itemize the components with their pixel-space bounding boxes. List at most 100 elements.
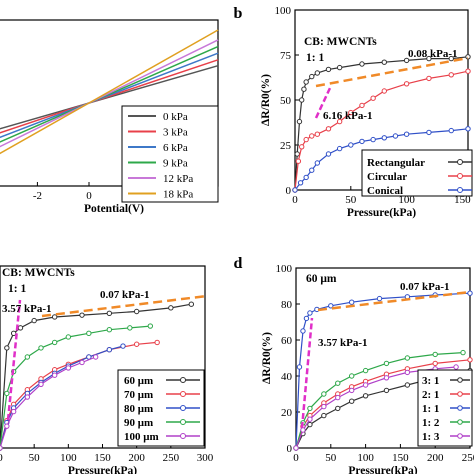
x-tick-label: 300 — [197, 452, 214, 464]
data-point — [403, 57, 410, 64]
data-point — [301, 86, 307, 92]
data-point — [370, 95, 376, 101]
data-point — [348, 109, 354, 116]
y-tick-label: 100 — [276, 263, 293, 275]
x-tick-label: 50 — [29, 452, 41, 464]
data-point — [10, 408, 17, 415]
data-point — [4, 423, 10, 429]
data-point — [24, 394, 31, 400]
y-tick-label: 0 — [287, 443, 293, 455]
y-tick-label: 50 — [280, 95, 292, 107]
data-point — [448, 127, 454, 134]
x-tick-label: 50 — [345, 194, 357, 206]
data-point — [359, 61, 365, 67]
legend: 3: 1 2: 1 1: 1 1: 2 1: 3 — [417, 369, 473, 447]
legend-label: Conical — [367, 185, 403, 197]
data-point — [362, 382, 369, 388]
data-point — [4, 390, 10, 397]
data-point — [426, 55, 432, 62]
legend-marker — [457, 391, 463, 397]
data-point — [303, 315, 310, 322]
data-point — [298, 144, 305, 150]
data-point — [325, 66, 332, 73]
data-point — [295, 158, 302, 164]
slope-annotation: 3.57 kPa-1 — [2, 303, 52, 315]
x-tick-label: 100 — [357, 452, 374, 464]
data-point — [293, 445, 299, 451]
data-point — [383, 387, 390, 394]
legend-label: 3: 1 — [422, 375, 439, 387]
data-point — [79, 359, 85, 366]
data-point — [465, 68, 471, 74]
data-point — [336, 118, 343, 125]
data-point — [300, 427, 306, 433]
x-axis-label: Pressure(kPa) — [68, 465, 137, 474]
legend-label: 0 kPa — [163, 111, 188, 123]
data-point — [426, 129, 432, 136]
legend-label: 1: 3 — [422, 431, 440, 443]
data-point — [309, 73, 315, 80]
data-point — [403, 81, 410, 87]
data-point — [467, 357, 473, 363]
data-point — [31, 317, 37, 324]
series-line — [294, 70, 469, 191]
y-tick-label: 60 — [281, 335, 293, 347]
chart-subtitle: 1: 1 — [8, 283, 26, 295]
legend-label: 6 kPa — [163, 142, 188, 154]
x-tick-label: 150 — [392, 452, 409, 464]
x-tick-label: 0 — [86, 190, 92, 202]
data-point — [362, 367, 369, 374]
data-point — [79, 312, 85, 318]
data-point — [359, 138, 365, 145]
x-tick-label: 200 — [427, 452, 444, 464]
data-point — [432, 351, 438, 358]
legend-label: 90 μm — [124, 417, 153, 429]
chart-title: 60 μm — [306, 273, 337, 285]
y-axis-label: ΔR/R0(%) — [261, 332, 273, 384]
data-point — [448, 72, 454, 78]
x-axis-label: Pressure(kPa) — [347, 207, 416, 219]
data-point — [348, 142, 354, 148]
data-point — [147, 323, 154, 329]
x-tick-label: 0 — [292, 194, 298, 206]
x-tick-label: 0 — [0, 452, 3, 464]
legend-box — [121, 105, 219, 203]
data-point — [453, 364, 459, 370]
data-point — [86, 330, 92, 337]
data-point — [465, 126, 471, 132]
data-point — [381, 135, 387, 141]
data-point — [307, 421, 313, 428]
data-point — [297, 180, 304, 186]
data-point — [314, 160, 321, 166]
chart-panel-2: 0 50 100 150 200 250 300 Pressure(kPa) — [0, 265, 214, 474]
data-point — [4, 345, 10, 351]
legend-label: 60 μm — [124, 375, 153, 387]
data-point — [307, 405, 313, 412]
legend-label: 2: 1 — [422, 389, 439, 401]
y-tick-label: 25 — [280, 140, 292, 152]
x-tick-label: 150 — [94, 452, 111, 464]
legend-label: 1: 1 — [422, 403, 439, 415]
data-point — [426, 75, 432, 82]
data-point — [51, 372, 58, 378]
data-point — [403, 131, 410, 137]
data-point — [383, 360, 390, 367]
series-line — [294, 56, 469, 191]
data-point — [325, 126, 332, 132]
data-point — [296, 364, 303, 370]
chart-subtitle: 1: 1 — [306, 52, 324, 64]
slope-annotation: 0.08 kPa-1 — [408, 48, 458, 60]
data-point — [296, 118, 303, 125]
x-tick-label: 250 — [163, 452, 180, 464]
data-point — [309, 133, 315, 139]
x-tick-label: 150 — [454, 194, 471, 206]
x-axis-label: Potential(V) — [84, 203, 144, 215]
panel-label-b: b — [234, 5, 243, 22]
data-point — [404, 382, 411, 388]
data-point — [432, 360, 438, 367]
legend-marker — [457, 187, 463, 193]
data-point — [133, 341, 140, 347]
data-point — [467, 290, 473, 296]
data-point — [335, 380, 341, 386]
